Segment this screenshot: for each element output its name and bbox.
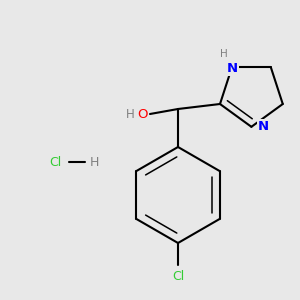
Text: H: H (220, 49, 228, 59)
Text: H: H (89, 155, 99, 169)
Text: O: O (138, 107, 148, 121)
Text: H: H (126, 107, 134, 121)
Text: N: N (226, 61, 238, 75)
Text: Cl: Cl (49, 155, 61, 169)
Text: N: N (258, 120, 269, 133)
Text: Cl: Cl (172, 271, 184, 284)
